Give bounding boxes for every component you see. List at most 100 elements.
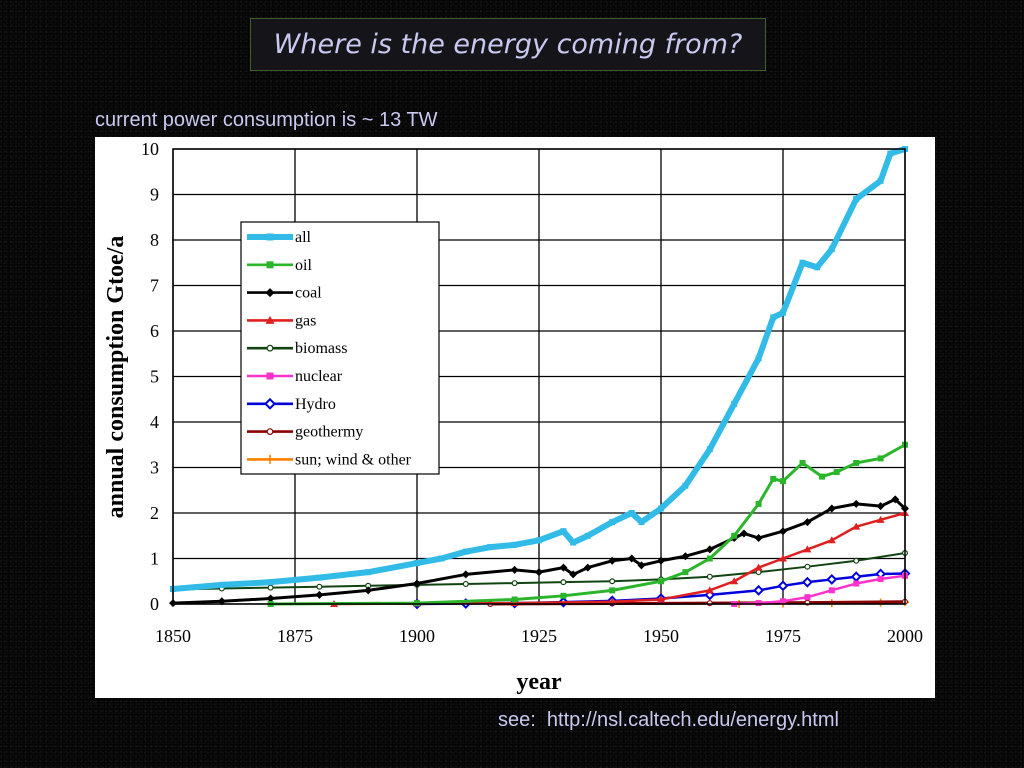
data-point-all <box>887 150 894 157</box>
data-point-all <box>658 505 664 512</box>
legend-label-sun-wind-other: sun; wind & other <box>295 451 412 468</box>
data-point-oil <box>755 500 762 507</box>
data-point-nuclear <box>877 575 884 582</box>
data-point-all <box>218 581 225 588</box>
data-point-oil <box>560 592 567 599</box>
data-point-oil <box>770 475 777 482</box>
data-point-nuclear <box>804 594 811 601</box>
data-point-biomass <box>853 557 860 564</box>
data-point-gas <box>827 536 836 544</box>
data-point-gas <box>657 595 665 603</box>
data-point-coal <box>583 563 592 572</box>
data-point-coal <box>876 502 885 511</box>
legend-item-coal: coal <box>247 285 322 302</box>
legend-item-gas: gas <box>247 312 316 329</box>
data-point-all <box>799 259 806 266</box>
data-point-oil <box>682 569 689 576</box>
data-point-coal <box>510 565 519 574</box>
data-point-coal <box>891 495 900 504</box>
legend-label-all: all <box>295 229 312 246</box>
y-axis-title: annual consumption Gtoe/a <box>103 236 129 519</box>
legend-marker-oil <box>266 261 274 269</box>
data-point-hydro <box>850 571 862 583</box>
data-point-biomass <box>804 563 811 570</box>
x-tick-label: 1900 <box>399 626 435 646</box>
data-point-gas <box>779 554 787 562</box>
data-point-coal <box>413 579 421 588</box>
data-point-all <box>755 355 762 362</box>
data-point-nuclear <box>755 600 762 607</box>
legend-marker-gas <box>265 315 275 324</box>
data-point-coal <box>535 568 543 577</box>
y-tick-label: 0 <box>150 594 159 614</box>
data-point-all <box>638 519 645 526</box>
y-tick-label: 5 <box>150 367 159 387</box>
data-point-all <box>414 560 420 567</box>
series-line-gas <box>332 511 907 606</box>
data-point-gas <box>754 563 763 571</box>
data-point-all <box>780 309 786 316</box>
series-line-nuclear <box>732 574 907 606</box>
data-point-gas <box>803 545 812 553</box>
source-link[interactable]: see: http://nsl.caltech.edu/energy.html <box>498 709 839 731</box>
data-point-all <box>584 532 591 539</box>
data-point-oil <box>833 469 840 476</box>
data-point-oil <box>731 532 738 539</box>
data-point-all <box>609 519 616 526</box>
series-line-coal <box>171 497 907 605</box>
legend-label-gas: gas <box>295 312 316 329</box>
y-tick-label: 1 <box>150 549 159 569</box>
data-point-hydro <box>826 574 838 585</box>
data-point-oil <box>511 596 518 603</box>
legend-item-biomass: biomass <box>247 340 347 357</box>
y-tick-label: 6 <box>150 321 159 341</box>
data-point-coal <box>315 590 324 599</box>
legend-marker-coal <box>265 288 275 298</box>
legend-marker-all <box>266 233 274 241</box>
data-point-coal <box>852 499 861 508</box>
data-point-gas <box>876 515 885 523</box>
energy-consumption-chart: 0 1 2 3 4 5 6 7 8 9 10 1850 1875 1900 1925 1950 1975 200… <box>103 139 923 695</box>
data-point-coal <box>217 597 226 606</box>
data-point-oil <box>819 473 826 480</box>
y-tick-label: 3 <box>150 458 159 478</box>
series-line-biomass <box>172 552 906 591</box>
power-consumption-note: current power consumption is ~ 13 TW <box>95 109 438 131</box>
legend-label-geothermy: geothermy <box>295 424 363 441</box>
series-oil <box>267 441 908 607</box>
data-point-all <box>853 196 860 203</box>
data-point-biomass <box>511 580 518 587</box>
data-point-all <box>560 528 567 535</box>
data-point-biomass <box>267 584 274 591</box>
data-point-coal <box>461 570 470 579</box>
data-point-coal <box>681 552 690 561</box>
data-point-all <box>814 264 821 271</box>
slide-title: Where is the energy coming from? <box>250 18 766 71</box>
legend-marker-biomass <box>266 344 274 352</box>
data-point-oil <box>780 478 786 485</box>
x-tick-labels: 1850 1875 1900 1925 1950 1975 2000 <box>155 626 923 646</box>
data-point-biomass <box>609 578 616 585</box>
data-point-biomass <box>706 573 713 580</box>
data-point-all <box>462 548 469 555</box>
data-point-gas <box>730 577 739 585</box>
data-point-all <box>731 400 738 407</box>
legend: all oil coal gas biomass nuclear Hydro geotherm… <box>240 221 440 475</box>
data-point-all <box>487 544 494 551</box>
y-tick-label: 8 <box>150 230 159 250</box>
data-point-gas <box>608 597 617 605</box>
legend-marker-nuclear <box>266 372 274 380</box>
data-point-all <box>570 539 577 546</box>
data-point-coal <box>754 534 763 543</box>
legend-label-nuclear: nuclear <box>295 368 343 385</box>
data-point-nuclear <box>853 580 860 587</box>
data-point-hydro <box>753 584 765 596</box>
data-point-coal <box>705 545 714 554</box>
data-point-gas <box>852 522 861 530</box>
legend-item-sun-wind-other: sun; wind & other <box>247 451 412 468</box>
data-point-geothermy <box>706 600 713 607</box>
legend-item-all: all <box>247 229 312 246</box>
data-point-nuclear <box>780 598 786 605</box>
data-point-biomass <box>462 580 469 587</box>
legend-label-hydro: Hydro <box>295 396 336 413</box>
